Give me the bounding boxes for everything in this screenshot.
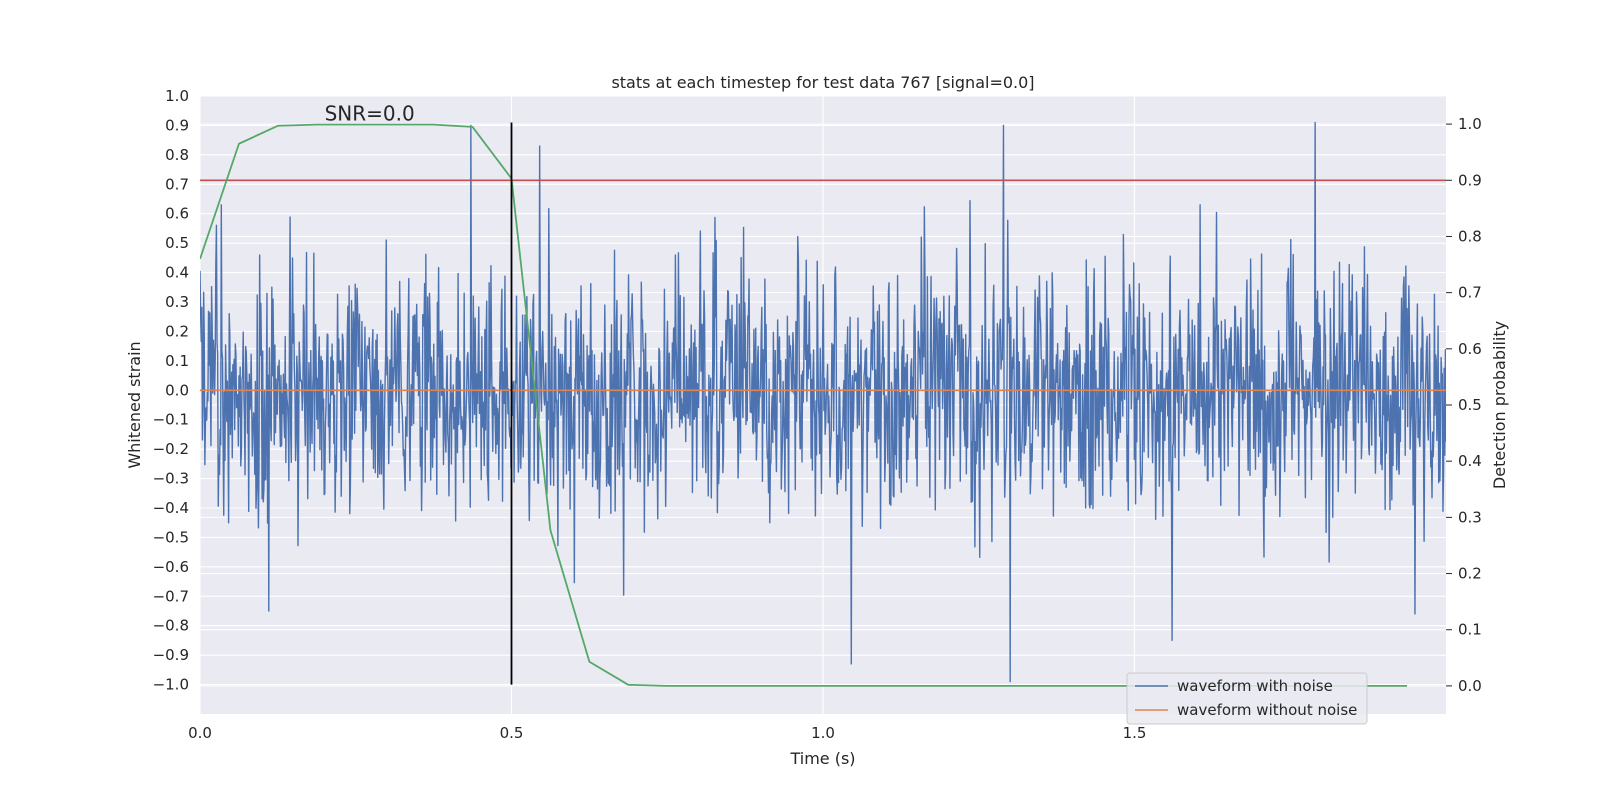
y-left-tick-label: −1.0 [153, 676, 189, 694]
y-right-tick-label: 0.4 [1458, 452, 1482, 470]
y-left-tick-label: −0.4 [153, 499, 189, 517]
legend-label-clean: waveform without noise [1177, 701, 1357, 719]
y-right-tick-label: 0.5 [1458, 396, 1482, 414]
snr-annotation: SNR=0.0 [325, 102, 415, 126]
left-axis-ticks: −1.0 −0.9 −0.8 −0.7 −0.6 −0.5 −0.4 −0.3 −0.2 −0.1… [153, 87, 189, 694]
x-tick-label: 1.5 [1123, 724, 1147, 742]
legend-label-noisy: waveform with noise [1177, 677, 1333, 695]
y-axis-label-left: Whitened strain [125, 341, 144, 468]
y-left-tick-label: 0.1 [165, 352, 189, 370]
y-right-tick-label: 0.8 [1458, 227, 1482, 245]
y-left-tick-label: −0.9 [153, 646, 189, 664]
y-left-tick-label: −0.6 [153, 558, 189, 576]
y-left-tick-label: 0.2 [165, 322, 189, 340]
y-left-tick-label: −0.7 [153, 587, 189, 605]
y-left-tick-label: −0.2 [153, 440, 189, 458]
y-right-tick-label: 0.2 [1458, 565, 1482, 583]
y-left-tick-label: −0.3 [153, 470, 189, 488]
y-right-tick-label: 0.0 [1458, 677, 1482, 695]
y-left-tick-label: 0.0 [165, 381, 189, 399]
y-left-tick-label: 0.5 [165, 234, 189, 252]
y-left-tick-label: 0.3 [165, 293, 189, 311]
x-axis-ticks: 0.0 0.5 1.0 1.5 [188, 724, 1146, 742]
y-axis-label-right: Detection probability [1490, 321, 1509, 489]
y-right-tick-label: 0.1 [1458, 621, 1482, 639]
y-right-tick-label: 0.7 [1458, 284, 1482, 302]
y-left-tick-label: 0.7 [165, 175, 189, 193]
y-right-tick-label: 1.0 [1458, 115, 1482, 133]
x-tick-label: 1.0 [811, 724, 835, 742]
y-left-tick-label: −0.8 [153, 617, 189, 635]
x-tick-label: 0.0 [188, 724, 212, 742]
legend-box [1126, 672, 1368, 725]
y-left-tick-label: 0.6 [165, 205, 189, 223]
y-left-tick-label: 0.9 [165, 116, 189, 134]
y-left-tick-label: 0.4 [165, 264, 189, 282]
right-axis-ticks: 0.0 0.1 0.2 0.3 0.4 0.5 0.6 0.7 0.8 0.9 1.0 [1446, 115, 1482, 695]
chart-title: stats at each timestep for test data 767… [611, 73, 1034, 92]
x-tick-label: 0.5 [500, 724, 524, 742]
y-right-tick-label: 0.9 [1458, 171, 1482, 189]
y-left-tick-label: −0.5 [153, 528, 189, 546]
y-right-tick-label: 0.3 [1458, 508, 1482, 526]
legend: waveform with noise waveform without noi… [1126, 672, 1368, 725]
series-waveform-with-noise [200, 121, 1446, 683]
x-axis-label: Time (s) [789, 749, 855, 768]
y-right-tick-label: 0.6 [1458, 340, 1482, 358]
y-left-tick-label: 1.0 [165, 87, 189, 105]
y-left-tick-label: 0.8 [165, 146, 189, 164]
y-left-tick-label: −0.1 [153, 411, 189, 429]
